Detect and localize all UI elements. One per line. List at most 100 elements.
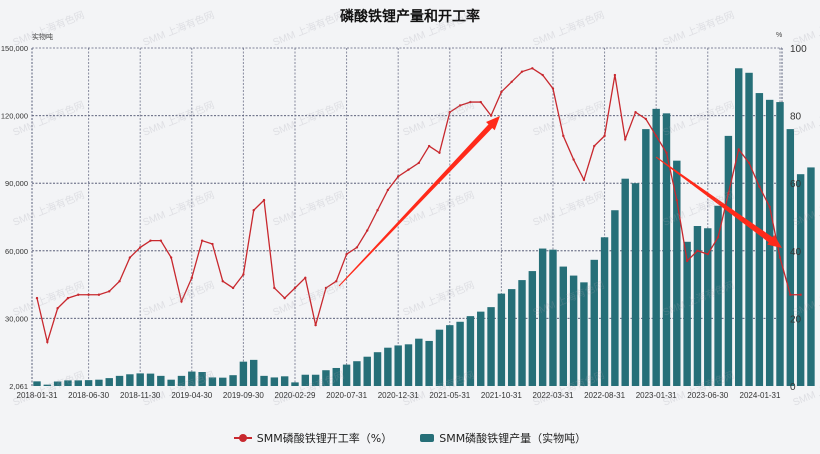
bar <box>146 373 155 386</box>
line-point <box>304 276 307 280</box>
line-point <box>758 185 761 188</box>
line-point <box>159 239 163 242</box>
bar <box>435 329 444 386</box>
right-axis-tick: 20 <box>790 314 802 325</box>
line-point <box>293 286 297 290</box>
x-axis-tick: 2018-01-31 <box>17 391 58 400</box>
bar <box>373 352 382 386</box>
line-point <box>510 80 513 84</box>
x-axis-tick: 2023-01-31 <box>636 391 677 400</box>
bar <box>538 248 547 386</box>
line-point <box>448 111 451 114</box>
x-axis-tick: 2022-08-31 <box>584 391 625 400</box>
bar <box>53 381 62 386</box>
bar <box>229 375 237 386</box>
right-axis-tick: 100 <box>790 44 807 55</box>
legend-item-line[interactable]: SMM磷酸铁锂开工率（%） <box>233 430 393 446</box>
line-point <box>108 290 111 293</box>
line-point <box>479 100 482 104</box>
bar <box>167 379 175 386</box>
line-point <box>355 246 359 249</box>
line-point <box>118 280 121 283</box>
bar <box>704 228 712 386</box>
bar <box>477 311 485 386</box>
line-point <box>531 67 534 70</box>
bar <box>776 102 784 386</box>
left-axis-tick: 30,000 <box>5 314 28 323</box>
bar <box>621 178 629 386</box>
line-point <box>128 256 132 259</box>
line-point <box>696 249 699 252</box>
line-point <box>551 87 555 90</box>
x-axis-tick: 2022-03-31 <box>533 391 574 400</box>
bar <box>590 259 598 386</box>
bar <box>115 375 124 386</box>
line-point <box>169 256 173 259</box>
bar <box>755 93 764 387</box>
line-point <box>386 188 390 192</box>
bar <box>249 359 258 386</box>
right-axis-tick: 40 <box>790 247 802 258</box>
bar <box>796 174 805 386</box>
bar <box>693 226 702 386</box>
line-point <box>665 151 668 154</box>
bar <box>136 373 144 386</box>
line-point <box>562 134 565 138</box>
bar <box>642 129 650 386</box>
line-point <box>407 168 410 171</box>
line-series-icon <box>233 434 252 442</box>
line-point <box>149 239 152 242</box>
bar <box>652 108 660 386</box>
legend: SMM磷酸铁锂开工率（%） SMM磷酸铁锂产量（实物吨） <box>0 430 820 446</box>
left-axis-tick: 150,000 <box>1 44 28 53</box>
line-point <box>87 293 90 296</box>
line-point <box>737 148 740 151</box>
bar <box>569 275 578 386</box>
bar <box>446 325 454 386</box>
line-point <box>417 161 421 165</box>
line-point <box>273 286 276 290</box>
line-point <box>644 117 648 121</box>
bar <box>683 241 691 386</box>
x-axis-tick: 2020-07-31 <box>326 391 367 400</box>
bar <box>559 266 568 386</box>
bar <box>611 210 619 386</box>
x-axis-tick: 2020-02-29 <box>275 391 316 400</box>
bar <box>126 374 134 386</box>
line-point <box>685 259 689 263</box>
bar <box>497 293 506 386</box>
bar <box>466 316 475 386</box>
right-axis-unit: % <box>776 32 783 39</box>
bar <box>549 249 557 386</box>
line-point <box>66 296 70 300</box>
line-point <box>97 293 101 296</box>
line-point <box>396 175 400 178</box>
bar <box>280 376 289 386</box>
bar <box>332 367 340 386</box>
line-point <box>624 138 627 141</box>
line-point <box>200 239 204 242</box>
right-axis-tick: 80 <box>790 112 802 123</box>
left-axis-tick: 60,000 <box>5 247 28 256</box>
line-point <box>366 229 369 232</box>
bar <box>724 135 733 386</box>
left-axis-tick: 2,061 <box>9 382 28 391</box>
legend-bar-label: SMM磷酸铁锂产量（实物吨） <box>439 432 587 445</box>
bar <box>456 321 464 386</box>
bar <box>384 347 392 386</box>
line-point <box>500 90 503 94</box>
bar <box>518 280 526 386</box>
line-point <box>427 144 431 148</box>
bar <box>807 167 815 386</box>
line-point <box>613 73 617 77</box>
legend-line-label: SMM磷酸铁锂开工率（%） <box>256 432 393 445</box>
bar <box>208 377 217 386</box>
legend-item-bar[interactable]: SMM磷酸铁锂产量（实物吨） <box>420 430 586 446</box>
line-point <box>582 178 586 182</box>
line-point <box>314 323 317 327</box>
bar <box>415 338 423 386</box>
line-point <box>572 158 575 161</box>
right-axis-tick: 0 <box>790 382 796 393</box>
line-point <box>190 276 193 280</box>
